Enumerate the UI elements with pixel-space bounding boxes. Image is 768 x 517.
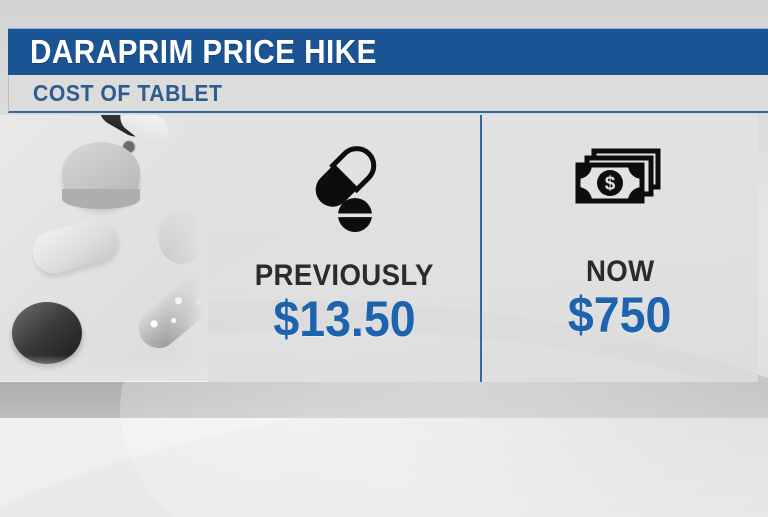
panel-now: $ NOW $750 (482, 115, 758, 382)
photo-edge-fade-right (166, 115, 208, 381)
page-title: DARAPRIM PRICE HIKE (30, 33, 377, 70)
panel-label-now: NOW (585, 255, 655, 288)
capsule-and-tablet-icon (296, 115, 392, 255)
title-bar: DARAPRIM PRICE HIKE (8, 28, 768, 75)
svg-text:$: $ (605, 174, 616, 195)
panel-value-previously: $13.50 (272, 291, 416, 347)
pills-photo (0, 115, 208, 381)
comparison-panels: PREVIOUSLY $13.50 $ NOW (208, 115, 758, 382)
photo-edge-fade-bottom (0, 355, 208, 381)
subtitle-bar: COST OF TABLET (8, 75, 768, 113)
panel-label-previously: PREVIOUSLY (254, 259, 434, 292)
panel-previously: PREVIOUSLY $13.50 (208, 115, 480, 382)
panel-divider (480, 115, 482, 382)
money-stack-icon: $ (572, 115, 668, 243)
photo-pill-round-large (62, 142, 140, 209)
header: DARAPRIM PRICE HIKE COST OF TABLET (8, 28, 768, 113)
photo-pill-round-black (12, 302, 82, 364)
page-subtitle: COST OF TABLET (33, 79, 223, 106)
photo-pill-capsule-white (114, 115, 174, 152)
panel-value-now: $750 (568, 287, 672, 343)
photo-pill-oval (27, 213, 123, 279)
